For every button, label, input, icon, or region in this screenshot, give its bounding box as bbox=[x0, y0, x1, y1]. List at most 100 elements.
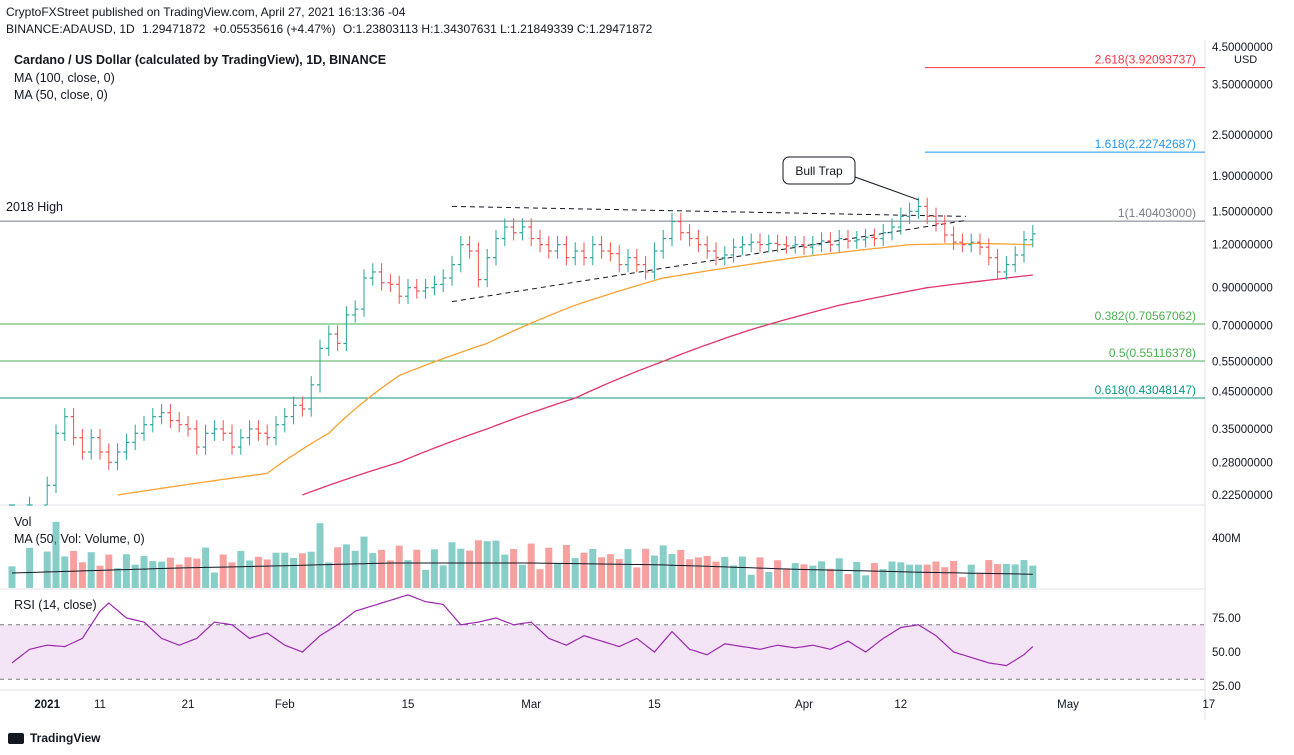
price-axis-unit: USD bbox=[1234, 54, 1257, 66]
volume-bar bbox=[826, 568, 834, 588]
volume-bar bbox=[70, 550, 78, 588]
author-name[interactable]: CryptoFXStreet bbox=[6, 5, 89, 19]
rsi-band bbox=[0, 624, 1205, 680]
volume-bar bbox=[536, 569, 544, 588]
volume-bar bbox=[307, 551, 315, 588]
volume-bar bbox=[615, 559, 623, 588]
volume-bar bbox=[474, 540, 482, 588]
volume-bar bbox=[765, 571, 773, 588]
tradingview-logo[interactable]: TradingView bbox=[8, 731, 100, 745]
volume-bar bbox=[351, 550, 359, 588]
price-tick-label: 0.28000000 bbox=[1212, 457, 1273, 469]
volume-bar bbox=[430, 549, 438, 588]
volume-bar bbox=[149, 561, 157, 588]
bull-trap-pointer bbox=[854, 176, 919, 201]
volume-bar bbox=[105, 554, 113, 588]
volume-bar bbox=[818, 561, 826, 588]
volume-bar bbox=[237, 550, 245, 588]
rsi-tick-label: 75.00 bbox=[1212, 613, 1241, 625]
volume-bar bbox=[518, 564, 526, 588]
volume-bar bbox=[166, 557, 174, 588]
volume-bar bbox=[290, 557, 298, 588]
ma50-line bbox=[117, 242, 1033, 496]
annotation-2018-high: 2018 High bbox=[6, 200, 63, 214]
ohlc-value: 1.21849339 bbox=[510, 22, 577, 36]
price-tick-label: 1.50000000 bbox=[1212, 206, 1273, 218]
volume-bar bbox=[809, 565, 817, 588]
trendline-upper bbox=[451, 205, 967, 217]
bull-trap-label: Bull Trap bbox=[795, 164, 843, 178]
volume-bar bbox=[694, 557, 702, 588]
price-tick-label: 0.90000000 bbox=[1212, 283, 1273, 295]
price-tick-label: 2.50000000 bbox=[1212, 130, 1273, 142]
volume-bar bbox=[466, 550, 474, 588]
volume-bar bbox=[1011, 564, 1019, 588]
volume-bar bbox=[562, 544, 570, 588]
volume-bar bbox=[774, 560, 782, 588]
volume-bar bbox=[272, 552, 280, 588]
time-tick-label: Apr bbox=[795, 699, 813, 711]
rsi-tick-label: 50.00 bbox=[1212, 647, 1241, 659]
volume-bar bbox=[158, 561, 166, 588]
volume-bar bbox=[870, 563, 878, 588]
volume-bar bbox=[61, 556, 69, 588]
tradingview-logo-icon bbox=[8, 732, 24, 744]
ohlc-values: O:1.23803113 H:1.34307631 L:1.21849339 C… bbox=[343, 22, 652, 36]
volume-bar bbox=[78, 562, 86, 588]
volume-bar bbox=[316, 523, 324, 588]
price-tick-label: 0.35000000 bbox=[1212, 424, 1273, 436]
fib-label-1-618: 1.618(2.22742687) bbox=[1095, 137, 1196, 151]
symbol-label[interactable]: BINANCE:ADAUSD, 1D bbox=[6, 22, 135, 36]
volume-bar bbox=[1002, 563, 1010, 588]
legend-rsi[interactable]: RSI (14, close) bbox=[14, 598, 97, 612]
volume-bar bbox=[254, 556, 262, 588]
volume-bar bbox=[413, 549, 421, 588]
volume-bar bbox=[994, 564, 1002, 588]
volume-bar bbox=[263, 559, 271, 588]
volume-bar bbox=[738, 556, 746, 588]
price-tick-label: 0.55000000 bbox=[1212, 356, 1273, 368]
volume-bar bbox=[958, 577, 966, 588]
publish-date: published on TradingView.com, April 27, … bbox=[92, 5, 406, 19]
volume-bar bbox=[932, 561, 940, 588]
time-tick-label: 15 bbox=[648, 699, 661, 711]
ohlc-value: 1.23803113 bbox=[355, 22, 422, 36]
volume-bar bbox=[8, 566, 16, 588]
volume-bar bbox=[378, 549, 386, 588]
volume-bar bbox=[879, 569, 887, 588]
ohlc-key: C: bbox=[576, 22, 589, 36]
volume-bar bbox=[298, 553, 306, 588]
legend-ma50[interactable]: MA (50, close, 0) bbox=[14, 88, 108, 102]
last-price: 1.29471872 bbox=[142, 22, 206, 36]
volume-bar bbox=[853, 562, 861, 588]
volume-bar bbox=[703, 555, 711, 588]
legend-ma100[interactable]: MA (100, close, 0) bbox=[14, 71, 115, 85]
volume-bar bbox=[175, 564, 183, 588]
volume-bar bbox=[791, 563, 799, 588]
legend-volume-ma[interactable]: MA (50, Vol: Volume, 0) bbox=[14, 532, 145, 546]
volume-bar bbox=[624, 549, 632, 588]
time-tick-label: 12 bbox=[894, 699, 907, 711]
volume-bar bbox=[712, 561, 720, 588]
volume-bar bbox=[756, 557, 764, 588]
volume-bar bbox=[967, 564, 975, 588]
volume-bar bbox=[923, 564, 931, 588]
volume-bar bbox=[835, 558, 843, 588]
volume-bar bbox=[976, 573, 984, 588]
fib-label-1: 1(1.40403000) bbox=[1118, 206, 1196, 220]
legend-volume[interactable]: Vol bbox=[14, 515, 32, 529]
volume-tick-label: 400M bbox=[1212, 533, 1241, 545]
ohlc-key: L: bbox=[500, 22, 511, 36]
volume-bar bbox=[571, 558, 579, 588]
tradingview-brand: TradingView bbox=[30, 731, 101, 745]
bull-trap-box bbox=[782, 156, 856, 185]
price-tick-label: 1.20000000 bbox=[1212, 240, 1273, 252]
price-tick-label: 3.50000000 bbox=[1212, 80, 1273, 92]
volume-bar bbox=[510, 549, 518, 588]
ohlc-value: 1.29471872 bbox=[588, 22, 653, 36]
volume-bar bbox=[131, 564, 139, 588]
volume-bar bbox=[545, 547, 553, 588]
volume-bar bbox=[501, 554, 509, 588]
time-tick-label: May bbox=[1057, 699, 1079, 711]
